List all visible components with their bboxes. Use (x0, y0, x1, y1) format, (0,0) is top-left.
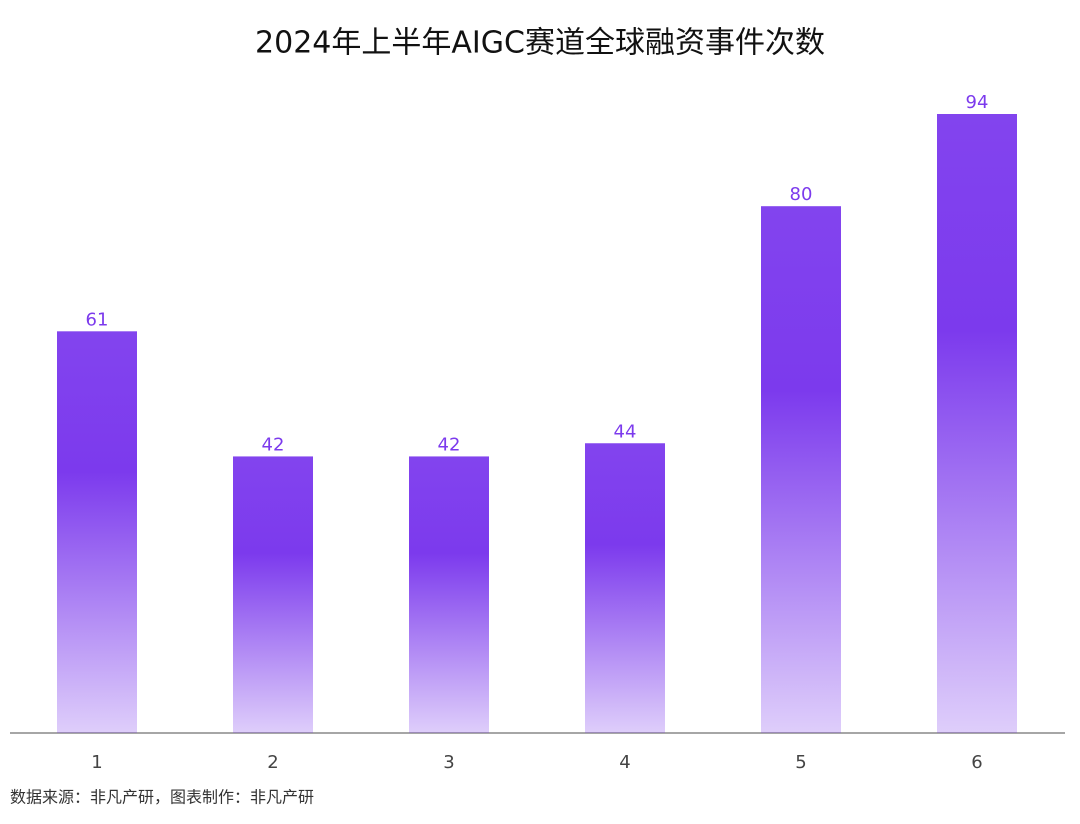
x-tick-label: 6 (971, 752, 982, 773)
bar (57, 331, 137, 733)
value-label: 94 (966, 92, 989, 113)
source-note: 数据来源：非凡产研，图表制作：非凡产研 (10, 788, 314, 807)
value-label: 80 (790, 184, 813, 205)
x-tick-label: 3 (443, 752, 454, 773)
value-label: 42 (262, 434, 285, 455)
value-label: 61 (86, 309, 109, 330)
x-tick-label: 1 (91, 752, 102, 773)
x-tick-label: 5 (795, 752, 806, 773)
bar (937, 114, 1017, 733)
value-label: 42 (438, 434, 461, 455)
bar (233, 456, 313, 733)
x-tick-label: 4 (619, 752, 630, 773)
bar (409, 456, 489, 733)
chart-title: 2024年上半年AIGC赛道全球融资事件次数 (255, 26, 825, 61)
bar (761, 206, 841, 734)
bar (585, 443, 665, 733)
value-label: 44 (614, 421, 637, 442)
x-tick-label: 2 (267, 752, 278, 773)
